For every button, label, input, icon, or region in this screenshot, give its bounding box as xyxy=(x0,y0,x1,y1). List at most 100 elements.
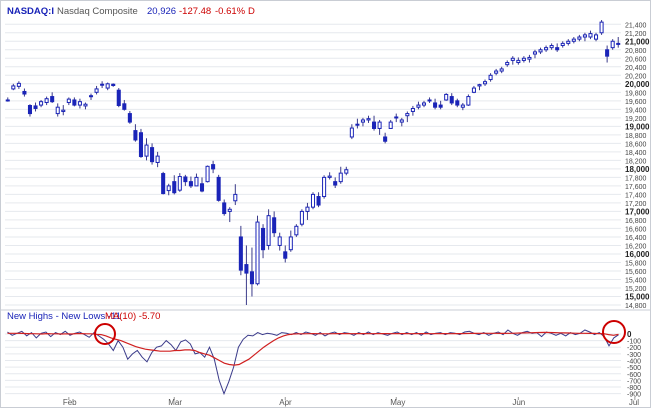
candle-up xyxy=(61,109,66,112)
price-tick-label: 17,400 xyxy=(625,192,647,199)
price-tick-label: 16,800 xyxy=(625,218,647,225)
candle-down xyxy=(449,96,454,104)
price-tick-label: 15,600 xyxy=(625,269,647,276)
candle-up xyxy=(499,68,504,72)
month-label: Apr xyxy=(279,398,292,407)
candle-up xyxy=(571,38,576,42)
candle-up xyxy=(560,42,565,47)
candle-up xyxy=(488,74,493,81)
candle-up xyxy=(421,102,427,106)
candle-up xyxy=(77,101,82,106)
price-tick-label: 21,000 xyxy=(625,37,650,46)
month-label: Feb xyxy=(63,398,77,407)
price-tick-label: 20,200 xyxy=(625,73,647,80)
candle-up xyxy=(483,81,488,85)
price-tick-label: 15,000 xyxy=(625,292,650,301)
candle-up xyxy=(388,121,393,129)
indicator-tick-label: -200 xyxy=(627,345,641,352)
highlight-circles xyxy=(94,320,626,345)
highs-lows-line xyxy=(7,329,619,396)
candle-up xyxy=(105,83,110,89)
candle-up xyxy=(100,83,105,86)
candle-up xyxy=(521,57,526,61)
candle-up xyxy=(11,85,16,90)
candle-down xyxy=(50,96,55,103)
price-tick-label: 16,200 xyxy=(625,243,647,250)
candle-up xyxy=(16,82,21,87)
indicator-tick-label: -400 xyxy=(627,359,641,366)
candle-up xyxy=(299,210,304,225)
price-tick-label: 20,000 xyxy=(625,80,650,89)
candle-down xyxy=(283,251,288,259)
candle-up xyxy=(427,99,432,102)
indicator-series xyxy=(7,329,619,396)
price-tick-label: 21,400 xyxy=(625,22,647,29)
candle-down xyxy=(455,100,460,106)
candle-up xyxy=(310,193,316,208)
candle-down xyxy=(127,113,132,123)
candle-up xyxy=(505,62,510,66)
candle-up xyxy=(194,176,199,187)
indicator-tick-label: -300 xyxy=(627,352,641,359)
candle-up xyxy=(294,225,299,236)
month-axis: FebMarAprMayJunJulAug xyxy=(63,397,639,407)
price-tick-label: 14,800 xyxy=(625,303,647,310)
candle-up xyxy=(5,99,10,102)
candle-up xyxy=(544,47,549,51)
candle-up xyxy=(305,206,310,212)
candle-up xyxy=(344,169,349,174)
candle-up xyxy=(538,49,543,53)
change-label: -127.48 xyxy=(179,6,211,17)
price-tick-label: 20,800 xyxy=(625,48,647,55)
candle-down xyxy=(605,49,610,57)
candle-up xyxy=(466,96,471,106)
candle-up xyxy=(83,103,88,107)
price-tick-label: 18,200 xyxy=(625,158,647,165)
candle-down xyxy=(438,104,443,108)
indicator-name-label: New Highs - New Lows -11 xyxy=(7,311,121,322)
candle-up xyxy=(588,33,593,38)
candle-down xyxy=(183,176,188,183)
candle-up xyxy=(582,34,587,38)
candle-up xyxy=(377,121,382,129)
candle-up xyxy=(366,118,371,121)
price-tick-label: 19,800 xyxy=(625,90,647,97)
highlight-circle-feb xyxy=(94,323,116,345)
candle-up xyxy=(599,21,604,34)
price-tick-label: 17,600 xyxy=(625,184,647,191)
candle-down xyxy=(188,181,193,187)
candle-down xyxy=(211,164,216,170)
indicator-tick-label: 0 xyxy=(627,330,632,339)
candle-up xyxy=(88,95,94,98)
candle-up xyxy=(360,119,365,123)
indicator-ma-label: MA(10) -5.70 xyxy=(105,311,160,322)
indicator-tick-label: -500 xyxy=(627,365,641,372)
candle-up xyxy=(166,185,171,192)
indicator-tick-label: -800 xyxy=(627,385,641,392)
candle-down xyxy=(33,105,38,109)
candle-up xyxy=(527,56,532,60)
candle-up xyxy=(477,84,482,87)
price-tick-label: 17,200 xyxy=(625,201,647,208)
candle-up xyxy=(227,208,232,212)
candle-up xyxy=(255,221,260,285)
candle-up xyxy=(394,116,399,119)
price-tick-label: 17,800 xyxy=(625,175,647,182)
candle-up xyxy=(288,236,293,251)
candle-up xyxy=(594,34,599,40)
candle-up xyxy=(610,40,615,49)
candle-down xyxy=(238,236,243,271)
candle-up xyxy=(516,59,521,64)
candle-down xyxy=(372,121,377,129)
price-gridlines xyxy=(5,23,621,306)
price-tick-label: 15,400 xyxy=(625,277,647,284)
candle-down xyxy=(116,89,121,107)
price-tick-label: 20,400 xyxy=(625,65,647,72)
price-tick-label: 15,200 xyxy=(625,286,647,293)
candle-up xyxy=(327,175,332,178)
candle-up xyxy=(566,40,571,44)
ma-line xyxy=(7,331,619,366)
candle-up xyxy=(510,57,515,61)
candle-up xyxy=(494,70,499,74)
